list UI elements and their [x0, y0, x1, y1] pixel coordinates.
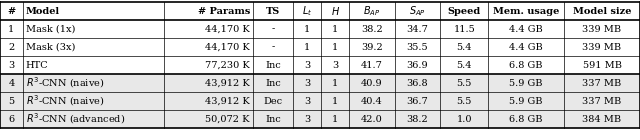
- Text: 1: 1: [332, 43, 339, 52]
- Text: 6.8 GB: 6.8 GB: [509, 60, 543, 69]
- Text: -: -: [271, 24, 275, 33]
- Bar: [0, 74, 640, 92]
- Text: 5.9 GB: 5.9 GB: [509, 96, 543, 106]
- Text: 339 MB: 339 MB: [582, 24, 621, 33]
- Text: Model: Model: [26, 6, 60, 16]
- Text: 36.9: 36.9: [406, 60, 428, 69]
- Text: 3: 3: [304, 96, 310, 106]
- Text: 41.7: 41.7: [361, 60, 383, 69]
- Text: 40.4: 40.4: [361, 96, 383, 106]
- Text: Inc: Inc: [266, 60, 281, 69]
- Text: 77,230 K: 77,230 K: [205, 60, 250, 69]
- Text: 1: 1: [332, 115, 339, 123]
- Text: 44,170 K: 44,170 K: [205, 43, 250, 52]
- Bar: [0, 110, 640, 128]
- Text: 39.2: 39.2: [361, 43, 383, 52]
- Text: $L_t$: $L_t$: [302, 4, 312, 18]
- Text: 1: 1: [332, 96, 339, 106]
- Text: 6: 6: [8, 115, 15, 123]
- Text: Inc: Inc: [266, 79, 281, 88]
- Text: 1.0: 1.0: [456, 115, 472, 123]
- Text: 3: 3: [8, 60, 15, 69]
- Text: 43,912 K: 43,912 K: [205, 79, 250, 88]
- Text: 5.9 GB: 5.9 GB: [509, 79, 543, 88]
- Text: 3: 3: [304, 60, 310, 69]
- Text: 11.5: 11.5: [453, 24, 475, 33]
- Text: $S_{AP}$: $S_{AP}$: [409, 4, 426, 18]
- Text: 43,912 K: 43,912 K: [205, 96, 250, 106]
- Text: 5.4: 5.4: [456, 43, 472, 52]
- Text: TS: TS: [266, 6, 280, 16]
- Text: 35.5: 35.5: [406, 43, 428, 52]
- Text: -: -: [271, 43, 275, 52]
- Text: 3: 3: [304, 79, 310, 88]
- Text: Inc: Inc: [266, 115, 281, 123]
- Text: 339 MB: 339 MB: [582, 43, 621, 52]
- Text: 3: 3: [304, 115, 310, 123]
- Text: Model size: Model size: [573, 6, 631, 16]
- Text: Mem. usage: Mem. usage: [493, 6, 559, 16]
- Text: 36.8: 36.8: [406, 79, 428, 88]
- Text: 3: 3: [332, 60, 339, 69]
- Text: Mask (3x): Mask (3x): [26, 43, 75, 52]
- Text: 5.5: 5.5: [456, 79, 472, 88]
- Text: $R^3$-CNN (advanced): $R^3$-CNN (advanced): [26, 112, 125, 126]
- Text: 591 MB: 591 MB: [582, 60, 621, 69]
- Text: 1: 1: [332, 24, 339, 33]
- Text: 50,072 K: 50,072 K: [205, 115, 250, 123]
- Text: 1: 1: [332, 79, 339, 88]
- Text: 2: 2: [8, 43, 15, 52]
- Text: 5.5: 5.5: [456, 96, 472, 106]
- Bar: [0, 92, 640, 110]
- Text: 42.0: 42.0: [361, 115, 383, 123]
- Text: 337 MB: 337 MB: [582, 96, 621, 106]
- Text: 40.9: 40.9: [361, 79, 383, 88]
- Text: 1: 1: [304, 24, 310, 33]
- Text: 38.2: 38.2: [406, 115, 428, 123]
- Text: 5: 5: [8, 96, 15, 106]
- Text: $R^3$-CNN (naive): $R^3$-CNN (naive): [26, 76, 104, 90]
- Text: Speed: Speed: [447, 6, 481, 16]
- Text: 44,170 K: 44,170 K: [205, 24, 250, 33]
- Text: 4.4 GB: 4.4 GB: [509, 24, 543, 33]
- Text: Mask (1x): Mask (1x): [26, 24, 75, 33]
- Text: 34.7: 34.7: [406, 24, 428, 33]
- Text: # Params: # Params: [198, 6, 250, 16]
- Text: 38.2: 38.2: [361, 24, 383, 33]
- Text: 5.4: 5.4: [456, 60, 472, 69]
- Text: 4.4 GB: 4.4 GB: [509, 43, 543, 52]
- Text: 1: 1: [304, 43, 310, 52]
- Text: $R^3$-CNN (naive): $R^3$-CNN (naive): [26, 94, 104, 108]
- Text: Dec: Dec: [264, 96, 283, 106]
- Text: 1: 1: [8, 24, 15, 33]
- Text: 337 MB: 337 MB: [582, 79, 621, 88]
- Text: #: #: [7, 6, 15, 16]
- Text: $B_{AP}$: $B_{AP}$: [363, 4, 381, 18]
- Text: 384 MB: 384 MB: [582, 115, 621, 123]
- Text: HTC: HTC: [26, 60, 49, 69]
- Text: 36.7: 36.7: [406, 96, 428, 106]
- Text: 4: 4: [8, 79, 15, 88]
- Text: $H$: $H$: [331, 5, 340, 17]
- Text: 6.8 GB: 6.8 GB: [509, 115, 543, 123]
